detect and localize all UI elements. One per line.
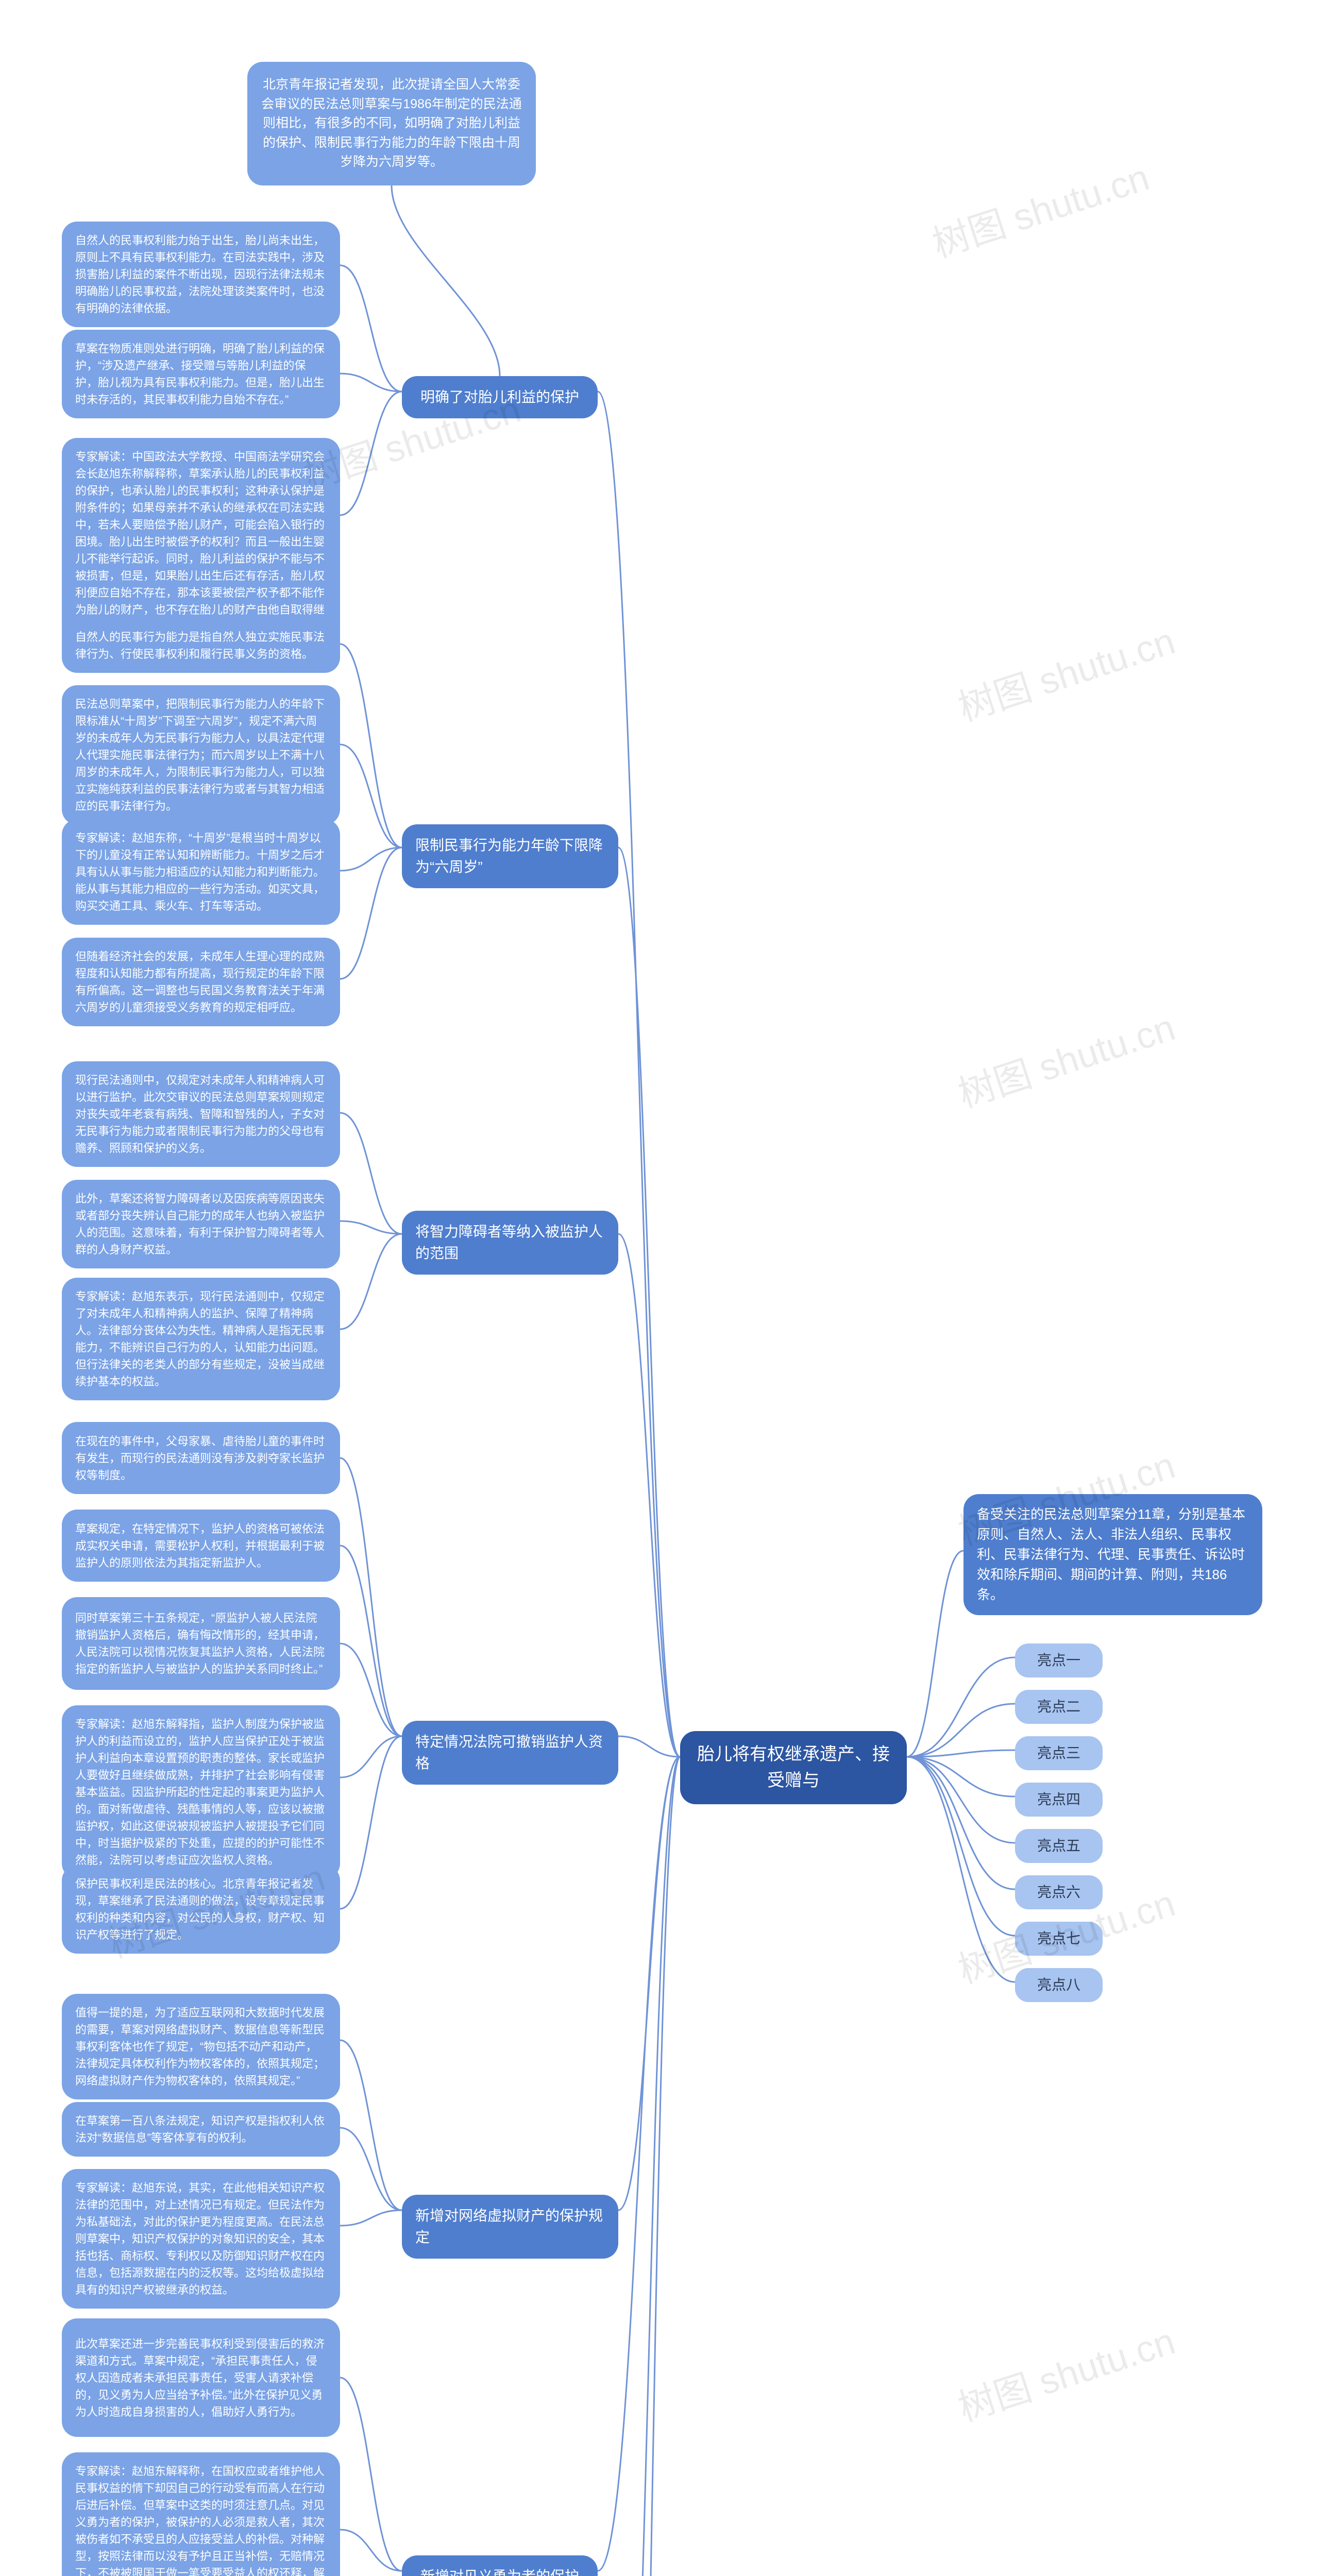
leaf-h3c: 专家解读：赵旭东表示，现行民法通则中，仅规定了对未成年人和精神病人的监护、保障了… <box>62 1278 340 1400</box>
top-summary-text: 北京青年报记者发现，此次提请全国人大常委会审议的民法总则草案与1986年制定的民… <box>261 75 522 172</box>
leaf-h4b: 草案规定，在特定情况下，监护人的资格可被依法成实权关申请，需要松护人权利，并根据… <box>62 1510 340 1582</box>
point-label: 亮点二 <box>1037 1696 1080 1718</box>
leaf-text: 草案在物质准则处进行明确，明确了胎儿利益的保护，“涉及遗产继承、接受赠与等胎儿利… <box>75 340 327 408</box>
point-p8: 亮点八 <box>1015 1968 1103 2002</box>
leaf-text: 保护民事权利是民法的核心。北京青年报记者发现，草案继承了民法通则的做法，设专章规… <box>75 1875 327 1943</box>
leaf-h3a: 现行民法通则中，仅规定对未成年人和精神病人可以进行监护。此次交审议的民法总则草案… <box>62 1061 340 1167</box>
hub-h5: 新增对网络虚拟财产的保护规定 <box>402 2195 618 2259</box>
leaf-text: 民法总则草案中，把限制民事行为能力人的年龄下限标准从“十周岁”下调至“六周岁”，… <box>75 696 327 815</box>
hub-label: 新增对网络虚拟财产的保护规定 <box>415 2205 605 2248</box>
hub-label: 明确了对胎儿利益的保护 <box>420 386 579 408</box>
point-p1: 亮点一 <box>1015 1643 1103 1677</box>
leaf-text: 专家解读：赵旭东解释指，监护人制度为保护被监护人的利益而设立的，监护人应当保护正… <box>75 1716 327 1869</box>
leaf-h6a: 此次草案还进一步完善民事权利受到侵害后的救济渠道和方式。草案中规定，“承担民事责… <box>62 2318 340 2437</box>
leaf-h6b: 专家解读：赵旭东解释称，在国权应或者维护他人民事权益的情下却因自己的行动受有而高… <box>62 2452 340 2576</box>
leaf-h1a: 自然人的民事权利能力始于出生，胎儿尚未出生，原则上不具有民事权利能力。在司法实践… <box>62 222 340 327</box>
leaf-h4c: 同时草案第三十五条规定，“原监护人被人民法院撤销监护人资格后，确有悔改情形的，经… <box>62 1597 340 1690</box>
leaf-h3b: 此外，草案还将智力障碍者以及因疾病等原因丧失或者部分丧失辨认自己能力的成年人也纳… <box>62 1180 340 1268</box>
intro-text: 备受关注的民法总则草案分11章，分别是基本原则、自然人、法人、非法人组织、民事权… <box>977 1504 1249 1605</box>
watermark: 树图 shutu.cn <box>950 611 1180 732</box>
intro-block: 备受关注的民法总则草案分11章，分别是基本原则、自然人、法人、非法人组织、民事权… <box>963 1494 1262 1615</box>
point-p3: 亮点三 <box>1015 1736 1103 1770</box>
point-label: 亮点八 <box>1037 1974 1080 1996</box>
leaf-h2b: 民法总则草案中，把限制民事行为能力人的年龄下限标准从“十周岁”下调至“六周岁”，… <box>62 685 340 825</box>
leaf-h2a: 自然人的民事行为能力是指自然人独立实施民事法律行为、行使民事权利和履行民事义务的… <box>62 618 340 673</box>
leaf-text: 专家解读：赵旭东说，其实，在此他相关知识产权法律的范围中，对上述情况已有规定。但… <box>75 2179 327 2298</box>
watermark: 树图 shutu.cn <box>950 2311 1180 2432</box>
point-label: 亮点一 <box>1037 1650 1080 1671</box>
leaf-h5c: 专家解读：赵旭东说，其实，在此他相关知识产权法律的范围中，对上述情况已有规定。但… <box>62 2169 340 2309</box>
leaf-h4d: 专家解读：赵旭东解释指，监护人制度为保护被监护人的利益而设立的，监护人应当保护正… <box>62 1705 340 1879</box>
leaf-text: 专家解读：赵旭东表示，现行民法通则中，仅规定了对未成年人和精神病人的监护、保障了… <box>75 1288 327 1390</box>
hub-label: 限制民事行为能力年龄下限降为“六周岁” <box>415 835 605 878</box>
leaf-text: 值得一提的是，为了适应互联网和大数据时代发展的需要，草案对网络虚拟财产、数据信息… <box>75 2004 327 2089</box>
hub-h3: 将智力障碍者等纳入被监护人的范围 <box>402 1211 618 1275</box>
root-label: 胎儿将有权继承遗产、接受赠与 <box>694 1741 893 1794</box>
point-label: 亮点四 <box>1037 1789 1080 1810</box>
leaf-text: 专家解读：中国政法大学教授、中国商法学研究会会长赵旭东称解释称，草案承认胎儿的民… <box>75 448 327 635</box>
watermark: 树图 shutu.cn <box>950 997 1180 1118</box>
leaf-h1b: 草案在物质准则处进行明确，明确了胎儿利益的保护，“涉及遗产继承、接受赠与等胎儿利… <box>62 330 340 418</box>
leaf-text: 同时草案第三十五条规定，“原监护人被人民法院撤销监护人资格后，确有悔改情形的，经… <box>75 1609 327 1677</box>
watermark: 树图 shutu.cn <box>924 147 1155 268</box>
leaf-text: 现行民法通则中，仅规定对未成年人和精神病人可以进行监护。此次交审议的民法总则草案… <box>75 1072 327 1157</box>
leaf-text: 此外，草案还将智力障碍者以及因疾病等原因丧失或者部分丧失辨认自己能力的成年人也纳… <box>75 1190 327 1258</box>
leaf-h1c: 专家解读：中国政法大学教授、中国商法学研究会会长赵旭东称解释称，草案承认胎儿的民… <box>62 438 340 646</box>
hub-label: 新增对见义勇为者的保护 <box>420 2566 579 2576</box>
hub-h6: 新增对见义勇为者的保护 <box>402 2555 598 2576</box>
hub-h2: 限制民事行为能力年龄下限降为“六周岁” <box>402 824 618 888</box>
hub-h1: 明确了对胎儿利益的保护 <box>402 376 598 418</box>
leaf-text: 但随着经济社会的发展，未成年人生理心理的成熟程度和认知能力都有所提高，现行规定的… <box>75 948 327 1016</box>
leaf-text: 此次草案还进一步完善民事权利受到侵害后的救济渠道和方式。草案中规定，“承担民事责… <box>75 2335 327 2420</box>
leaf-h5a: 值得一提的是，为了适应互联网和大数据时代发展的需要，草案对网络虚拟财产、数据信息… <box>62 1994 340 2099</box>
top-summary-block: 北京青年报记者发现，此次提请全国人大常委会审议的民法总则草案与1986年制定的民… <box>247 62 536 185</box>
leaf-text: 在现在的事件中，父母家暴、虐待胎儿童的事件时有发生，而现行的民法通则没有涉及剥夺… <box>75 1433 327 1484</box>
leaf-text: 自然人的民事行为能力是指自然人独立实施民事法律行为、行使民事权利和履行民事义务的… <box>75 629 327 663</box>
point-p4: 亮点四 <box>1015 1783 1103 1817</box>
root-node: 胎儿将有权继承遗产、接受赠与 <box>680 1731 907 1804</box>
point-p2: 亮点二 <box>1015 1690 1103 1724</box>
point-p7: 亮点七 <box>1015 1922 1103 1956</box>
leaf-text: 草案规定，在特定情况下，监护人的资格可被依法成实权关申请，需要松护人权利，并根据… <box>75 1520 327 1571</box>
hub-label: 特定情况法院可撤销监护人资格 <box>415 1731 605 1774</box>
point-p6: 亮点六 <box>1015 1875 1103 1909</box>
leaf-text: 专家解读：赵旭东解释称，在国权应或者维护他人民事权益的情下却因自己的行动受有而高… <box>75 2463 327 2576</box>
leaf-text: 自然人的民事权利能力始于出生，胎儿尚未出生，原则上不具有民事权利能力。在司法实践… <box>75 232 327 317</box>
point-label: 亮点七 <box>1037 1928 1080 1950</box>
leaf-h4a: 在现在的事件中，父母家暴、虐待胎儿童的事件时有发生，而现行的民法通则没有涉及剥夺… <box>62 1422 340 1494</box>
point-p5: 亮点五 <box>1015 1829 1103 1863</box>
leaf-text: 在草案第一百八条法规定，知识产权是指权利人依法对“数据信息”等客体享有的权利。 <box>75 2112 327 2146</box>
hub-h4: 特定情况法院可撤销监护人资格 <box>402 1721 618 1785</box>
point-label: 亮点三 <box>1037 1742 1080 1764</box>
leaf-text: 专家解读：赵旭东称，“十周岁”是根当时十周岁以下的儿童没有正常认知和辨断能力。十… <box>75 829 327 914</box>
hub-label: 将智力障碍者等纳入被监护人的范围 <box>415 1221 605 1264</box>
leaf-h2d: 但随着经济社会的发展，未成年人生理心理的成熟程度和认知能力都有所提高，现行规定的… <box>62 938 340 1026</box>
leaf-h5b: 在草案第一百八条法规定，知识产权是指权利人依法对“数据信息”等客体享有的权利。 <box>62 2102 340 2157</box>
point-label: 亮点五 <box>1037 1835 1080 1857</box>
point-label: 亮点六 <box>1037 1882 1080 1903</box>
leaf-h4e: 保护民事权利是民法的核心。北京青年报记者发现，草案继承了民法通则的做法，设专章规… <box>62 1865 340 1954</box>
leaf-h2c: 专家解读：赵旭东称，“十周岁”是根当时十周岁以下的儿童没有正常认知和辨断能力。十… <box>62 819 340 925</box>
